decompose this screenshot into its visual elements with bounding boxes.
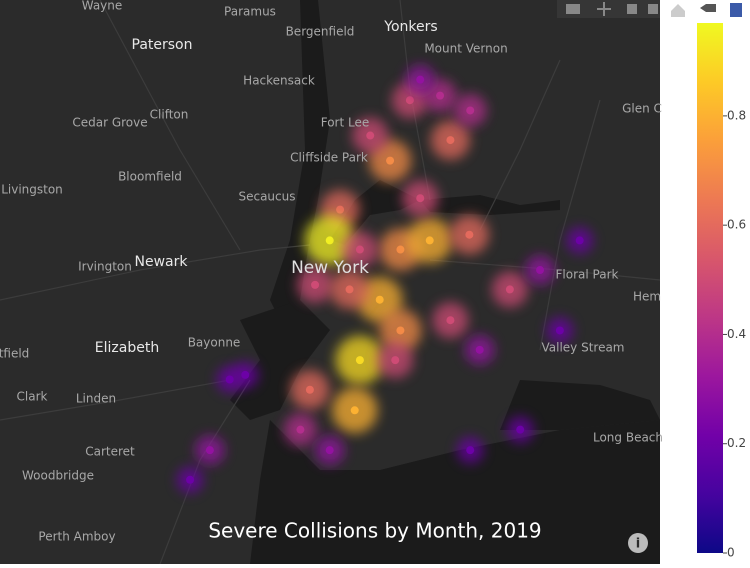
place-label: Cliffside Park	[290, 151, 368, 165]
place-label: Perth Amboy	[38, 530, 115, 544]
place-label: Secaucus	[238, 190, 295, 204]
density-point	[355, 356, 364, 365]
place-label: Floral Park	[556, 268, 619, 282]
place-label: Bayonne	[188, 336, 241, 350]
place-label: Hackensack	[243, 74, 315, 88]
zoom-out-icon[interactable]	[648, 4, 658, 14]
colorbar-tick-label: 0.6	[727, 218, 746, 232]
density-point	[425, 236, 434, 245]
density-point	[345, 285, 354, 294]
hover-icon[interactable]	[700, 4, 716, 12]
density-point	[436, 91, 445, 100]
density-point	[366, 131, 375, 140]
density-point	[186, 475, 195, 484]
density-point	[475, 345, 484, 354]
home-icon[interactable]	[671, 4, 685, 17]
info-button[interactable]	[628, 533, 648, 553]
colorbar: 0 0.2 0.4 0.6 0.8	[697, 23, 746, 560]
density-point	[416, 194, 425, 203]
place-label: Bloomfield	[118, 170, 182, 184]
density-point	[325, 446, 334, 455]
place-label: Paramus	[224, 5, 276, 19]
place-label: Cedar Grove	[72, 116, 147, 130]
density-point	[466, 106, 475, 115]
place-label: Livingston	[1, 183, 63, 197]
colorbar-tick-label: 0.8	[727, 108, 746, 122]
place-label: New York	[291, 258, 369, 278]
place-label: Wayne	[82, 0, 123, 13]
zoom-in-icon[interactable]	[627, 4, 637, 14]
info-icon: i	[636, 537, 640, 552]
colorbar-tick-label: 0.2	[727, 436, 746, 450]
place-label: Hem	[633, 290, 661, 304]
place-label: Glen C	[622, 102, 662, 116]
density-layer	[176, 64, 593, 494]
place-label: Carteret	[85, 445, 135, 459]
density-point	[386, 156, 395, 165]
density-point	[355, 245, 364, 254]
density-point	[446, 316, 455, 325]
colorbar-scale	[697, 23, 723, 553]
place-label: Fort Lee	[321, 116, 370, 130]
density-point	[391, 356, 400, 365]
pan-icon[interactable]	[597, 2, 611, 16]
density-point	[555, 326, 564, 335]
density-point	[405, 96, 414, 105]
density-point	[325, 236, 334, 245]
place-label: Paterson	[132, 37, 193, 53]
colorbar-tick-label: 0.4	[727, 327, 746, 341]
density-point	[536, 266, 545, 275]
density-point	[350, 406, 359, 415]
place-label: Elizabeth	[95, 340, 159, 356]
place-label: tfield	[0, 347, 29, 361]
place-label: Irvington	[78, 260, 132, 274]
place-label: Bergenfield	[286, 25, 355, 39]
water	[230, 0, 660, 564]
density-point	[241, 370, 250, 379]
place-label: Clifton	[150, 108, 189, 122]
chart-title: Severe Collisions by Month, 2019	[208, 519, 541, 543]
place-label: Newark	[135, 254, 189, 270]
density-point	[396, 245, 405, 254]
camera-icon[interactable]	[566, 4, 580, 14]
place-labels: Wayne Paramus Yonkers Paterson Bergenfie…	[0, 0, 663, 544]
modebar[interactable]	[557, 0, 742, 18]
plotly-logo[interactable]	[730, 3, 742, 17]
place-label: Woodbridge	[22, 469, 94, 483]
density-point	[465, 230, 474, 239]
density-point	[396, 326, 405, 335]
density-point	[311, 280, 320, 289]
colorbar-tick-label: 0	[727, 546, 735, 560]
place-label: Linden	[76, 392, 116, 406]
density-point	[516, 425, 525, 434]
place-label: Clark	[17, 390, 48, 404]
place-label: Yonkers	[383, 19, 437, 35]
density-point	[416, 75, 425, 84]
density-point	[296, 425, 305, 434]
density-point	[466, 446, 475, 455]
place-label: Long Beach	[593, 431, 663, 445]
density-point	[205, 446, 214, 455]
density-point	[575, 236, 584, 245]
density-point	[375, 295, 384, 304]
place-label: Mount Vernon	[424, 42, 507, 56]
density-point	[305, 385, 314, 394]
density-point	[336, 205, 345, 214]
density-point	[505, 285, 514, 294]
density-point	[446, 136, 455, 145]
density-point	[225, 375, 234, 384]
place-label: Valley Stream	[541, 341, 624, 355]
